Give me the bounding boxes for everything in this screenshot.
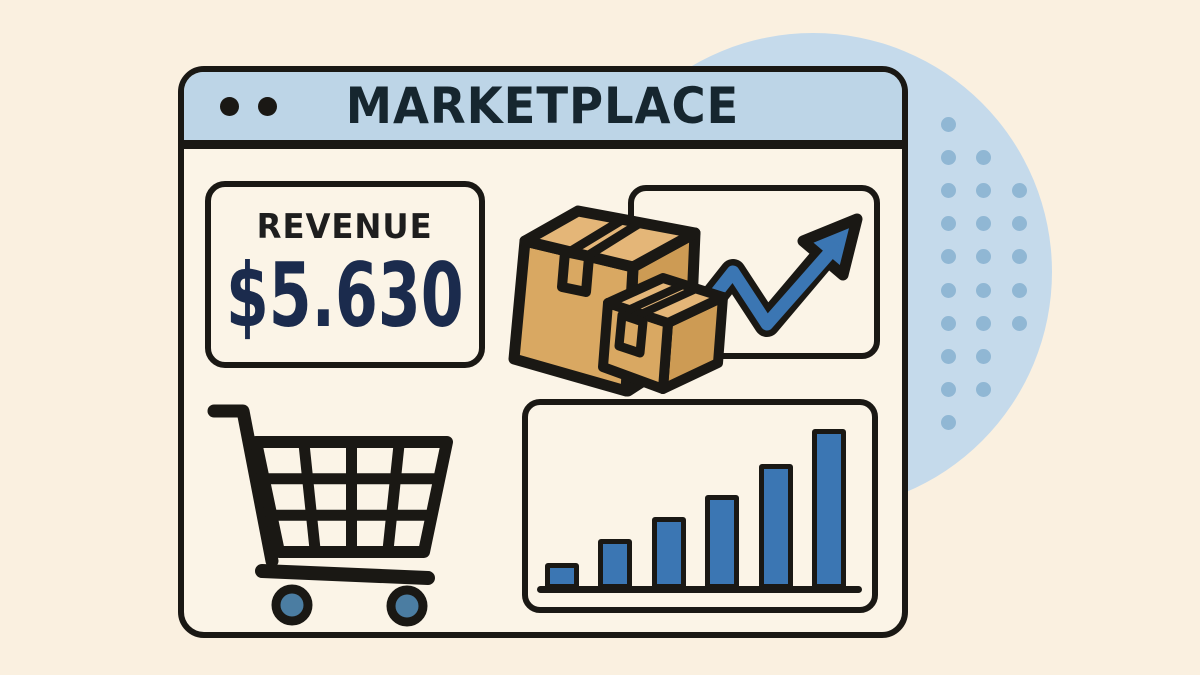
decor-dot (940, 149, 956, 165)
sales-chart-panel (522, 399, 878, 613)
decor-dot (976, 315, 991, 331)
chart-bar (545, 563, 579, 589)
window-content: REVENUE $5.630 (184, 149, 902, 632)
decor-dot (976, 216, 991, 232)
decor-dot (1011, 182, 1027, 198)
chart-bar (812, 429, 846, 589)
decor-dot (940, 216, 956, 232)
decor-dot (1011, 282, 1027, 298)
chart-bar (652, 517, 686, 589)
decor-dot (976, 149, 991, 165)
bar-chart (528, 405, 872, 607)
decor-dot (940, 182, 956, 198)
decor-dot (940, 249, 956, 265)
shopping-cart-icon (207, 404, 453, 627)
decor-dot (976, 348, 991, 364)
packages-growth-illustration (508, 205, 863, 397)
decor-dot (1011, 216, 1027, 232)
decor-dot (940, 415, 956, 431)
chart-baseline (537, 586, 862, 593)
package-box-small-icon (598, 273, 728, 394)
chart-bar (759, 464, 793, 589)
decor-dot (940, 282, 956, 298)
window-control-dot[interactable] (258, 97, 277, 116)
decor-dot (976, 282, 991, 298)
chart-bar (598, 539, 632, 589)
page-title: MARKETPLACE (346, 77, 740, 135)
decor-dot (940, 382, 956, 398)
decor-dot (976, 249, 991, 265)
decor-dot (1011, 315, 1027, 331)
decor-dot (976, 382, 991, 398)
titlebar: MARKETPLACE (184, 72, 902, 149)
revenue-label: REVENUE (257, 206, 433, 247)
window-control-dot[interactable] (220, 97, 239, 116)
chart-bar (705, 495, 739, 589)
revenue-card: REVENUE $5.630 (205, 181, 485, 368)
decor-dot (940, 315, 956, 331)
decor-dot (976, 182, 991, 198)
decor-dot (940, 348, 956, 364)
decor-dot (940, 116, 956, 132)
decor-dot (1011, 249, 1027, 265)
revenue-value: $5.630 (226, 243, 464, 347)
app-window: MARKETPLACE REVENUE $5.630 (178, 66, 908, 638)
